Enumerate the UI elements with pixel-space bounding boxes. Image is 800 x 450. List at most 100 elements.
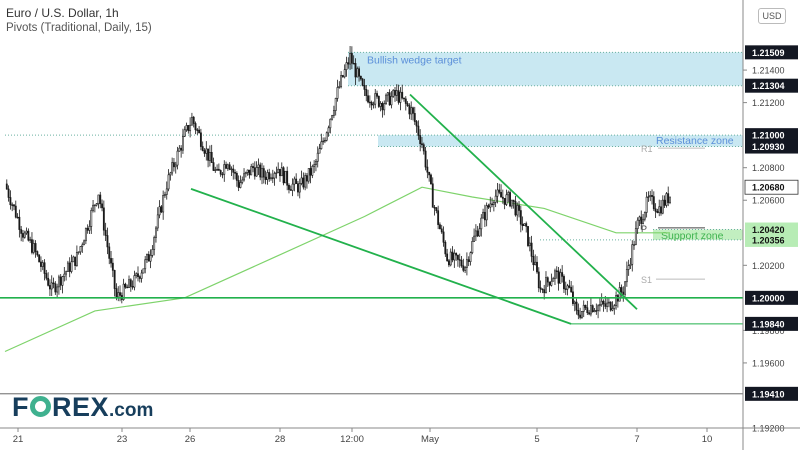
candle-body [212,162,215,171]
x-tick-label: 12:00 [340,434,364,445]
candle-body [110,258,112,264]
candle-body [406,103,409,106]
candle-body [415,121,418,127]
candle-body [171,162,174,174]
candle-body [27,230,30,241]
candle-body [83,240,86,246]
candle-body [358,68,360,77]
candle-body [79,246,82,253]
candle-body [651,195,653,197]
time-axis: 21 23 26 28 12:00 May 5 7 10 [0,427,800,445]
candle-body [106,235,109,248]
candle-body [444,241,447,255]
candle-body [582,304,585,312]
candle-body [408,105,411,115]
candle-body [40,261,42,267]
candle-body [149,255,152,262]
candle-body [383,103,386,111]
candle-body [275,172,278,174]
y-tick-label: 1.20800 [752,163,785,173]
candle-body [593,310,596,313]
candle-body [47,277,50,286]
candle-body [185,125,188,131]
candle-body [449,251,452,266]
candle-body [137,273,139,277]
candle-body [214,169,217,171]
candle-body [412,107,414,114]
candle-body [354,63,357,78]
candle-body [248,169,251,176]
candle-body [647,196,650,198]
candle-body [343,69,346,78]
candle-body [135,273,138,276]
currency-button[interactable]: USD [758,8,786,24]
candle-body [625,269,628,283]
candle-body [386,92,389,96]
candle-body [131,286,134,288]
candle-body [643,212,646,220]
candle-body [243,173,245,181]
candle-body [307,168,310,182]
x-tick-label: 21 [13,434,24,445]
candle-body [437,210,440,225]
candle-body [546,277,549,283]
candle-body [539,287,542,290]
candle-body [95,203,98,206]
candle-body [223,164,226,175]
candle-body [331,115,334,120]
candle-body [638,216,641,221]
candle-body [528,242,531,246]
candle-body [516,205,519,216]
candle-body [75,252,78,266]
candle-body [627,265,630,270]
candle-body [293,178,296,185]
y-tick-label: 1.21400 [752,66,785,76]
candle-body [548,281,551,286]
y-tick-label: 1.21200 [752,98,785,108]
candle-body [23,232,26,238]
candle-body [41,262,44,267]
candle-body [581,311,583,318]
candle-body [552,278,555,282]
candle-body [521,223,524,227]
candle-body [606,302,609,307]
x-tick-label: 26 [185,434,196,445]
candle-body [167,174,170,190]
candle-body [45,273,48,279]
candle-body [194,123,197,131]
candle-body [176,150,179,166]
candle-body [460,259,463,267]
candle-body [151,249,154,256]
candle-body [146,254,148,261]
candle-body [133,275,136,288]
x-tick-label: 10 [702,434,713,445]
candle-body [467,259,470,262]
candle-body [598,304,601,307]
candle-body [252,166,254,169]
candle-body [633,244,635,246]
price-label-text: 1.20680 [752,183,785,193]
candle-body [370,101,373,106]
candle-body [611,308,614,311]
candle-body [241,179,244,183]
candle-body [534,261,537,266]
candle-body [349,53,352,65]
candle-body [196,129,199,131]
candle-body [282,167,285,184]
candle-body [22,233,24,238]
candle-body [491,203,493,206]
zone-label-support: Support zone [661,230,724,242]
candle-body [11,204,14,206]
candle-body [124,283,127,288]
candle-body [273,173,276,179]
candle-body [126,286,129,289]
candle-body [72,256,75,263]
price-label-box [745,290,798,305]
candle-body [234,172,236,174]
candle-body [609,301,612,311]
candle-body [403,97,405,100]
candle-body [221,173,224,176]
candle-body [654,208,657,212]
candle-body [232,168,235,173]
